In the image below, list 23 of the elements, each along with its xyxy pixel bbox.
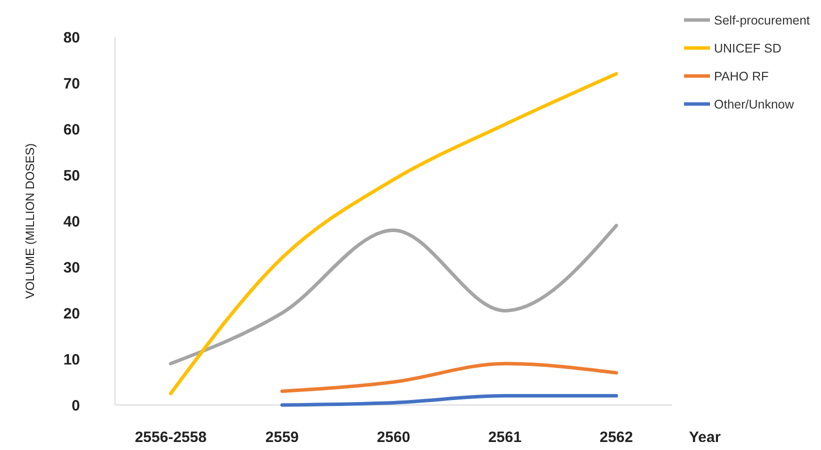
x-axis-title: Year	[689, 429, 721, 446]
y-tick-label: 70	[63, 75, 80, 92]
x-tick-label: 2560	[376, 429, 410, 446]
x-tick-label: 2556-2558	[134, 429, 207, 446]
y-tick-label: 80	[63, 29, 80, 46]
legend-label: PAHO RF	[714, 69, 769, 84]
y-tick-label: 50	[63, 167, 80, 184]
line-series	[168, 72, 618, 396]
y-tick-label: 60	[63, 121, 80, 138]
y-tick-label: 30	[63, 259, 80, 276]
y-axis-title: VOLUME (MILLION DOSES)	[23, 143, 37, 299]
y-tick-label: 10	[63, 351, 80, 368]
y-tick-label: 0	[72, 397, 80, 414]
x-tick-label: 2562	[600, 429, 633, 446]
line-series	[280, 362, 618, 393]
line-series	[168, 224, 618, 366]
legend-label: Other/Unknow	[714, 97, 795, 112]
y-tick-label: 20	[63, 305, 80, 322]
x-tick-label: 2561	[488, 429, 522, 446]
y-tick-label: 40	[63, 213, 80, 230]
legend-label: UNICEF SD	[714, 41, 782, 56]
x-tick-label: 2559	[265, 429, 299, 446]
legend-label: Self-procurement	[714, 13, 810, 28]
